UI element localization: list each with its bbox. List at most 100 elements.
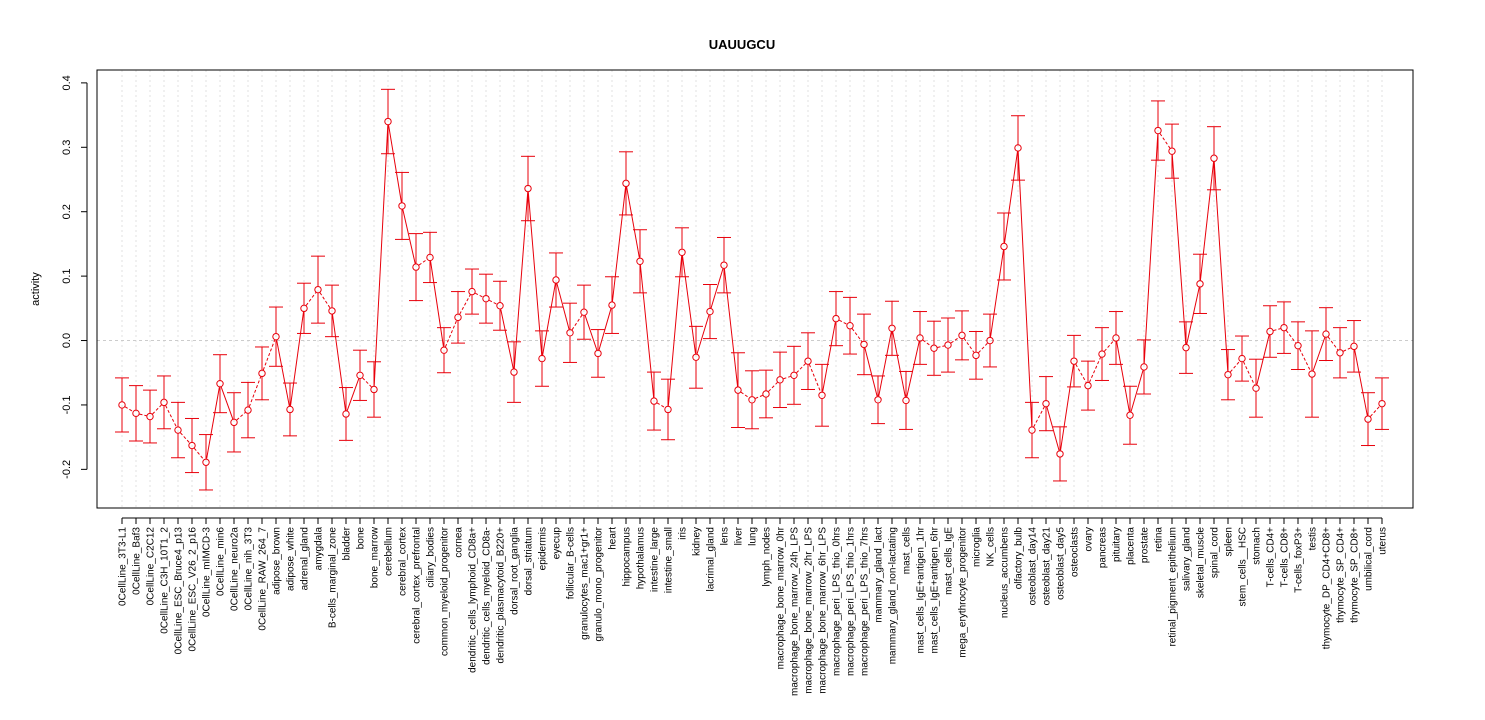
data-point: [944, 341, 952, 349]
data-point: [1294, 341, 1302, 350]
series-segment: [248, 376, 262, 407]
data-point: [244, 406, 252, 414]
series-segment: [500, 309, 514, 369]
series-segment: [922, 339, 932, 347]
data-point: [1378, 399, 1386, 408]
x-tick-label: bladder: [342, 526, 353, 560]
data-point: [1042, 399, 1050, 408]
series-segment: [180, 432, 190, 444]
series-segment: [430, 260, 444, 347]
series-segment: [1171, 154, 1187, 345]
series-segment: [1213, 161, 1229, 372]
data-point: [426, 253, 434, 262]
series-segment: [373, 125, 389, 386]
data-point: [1224, 370, 1232, 379]
x-tick-label: stomach: [1252, 527, 1263, 565]
data-point: [1280, 323, 1288, 332]
x-tick-label: 0CellLine_C2C12: [146, 527, 157, 606]
x-tick-label: 0CellLine_RAW_264_7: [258, 527, 269, 631]
series-segment: [276, 340, 290, 407]
y-tick-label: 0.2: [61, 204, 73, 219]
series-segment: [1243, 361, 1255, 386]
grid-layer: [97, 70, 1413, 508]
series-segment: [1285, 330, 1297, 344]
data-point: [258, 369, 266, 378]
series-segment: [584, 315, 598, 351]
series-segment: [1370, 405, 1380, 417]
x-tick-label: placenta: [1126, 527, 1137, 565]
data-point: [1154, 126, 1162, 135]
data-point: [720, 261, 728, 269]
data-point: [1182, 343, 1190, 352]
x-tick-label: osteoblast_day21: [1042, 527, 1053, 606]
x-tick-label: uterus: [1378, 527, 1389, 555]
series-segment: [1343, 347, 1351, 352]
x-tick-label: umbilical_cord: [1364, 527, 1375, 591]
data-point: [468, 287, 476, 296]
x-tick-label: 0CellLine_3T3-L1: [118, 527, 129, 606]
data-point: [328, 307, 336, 315]
x-tick-label: 0CellLine_mIMCD-3: [202, 527, 213, 617]
x-tick-label: 0CellLine_nih_3T3: [244, 527, 255, 611]
series-segment: [906, 341, 920, 398]
x-tick-label: 0CellLine_ESC_V26_2_p16: [188, 527, 199, 652]
data-point: [342, 410, 350, 418]
x-tick-label: dorsal_striatum: [524, 527, 535, 595]
x-tick-label: ovary: [1084, 527, 1095, 551]
x-tick-label: testis: [1308, 527, 1319, 550]
x-tick-label: 0CellLine_min6: [216, 527, 227, 596]
series-segment: [783, 375, 791, 380]
series-segment: [768, 382, 778, 392]
series-segment: [1299, 348, 1311, 372]
plot-frame: [96, 69, 1414, 509]
x-tick-label: 0CellLine_neuro2a: [230, 527, 241, 611]
x-tick-label: macrophage_peri_LPS_thio_7hrs: [860, 527, 871, 676]
x-tick-label: pituitary: [1112, 527, 1123, 562]
y-tick-label: -0.2: [61, 460, 73, 479]
series-segment: [656, 402, 666, 409]
x-tick-label: thymocyte_SP_CD8+: [1350, 527, 1361, 623]
x-tick-label: osteoclasts: [1070, 527, 1081, 577]
series-segment: [822, 322, 836, 392]
x-tick-label: dendritic_cells_lymphoid_CD8a+: [468, 527, 479, 673]
series-segment: [571, 314, 583, 331]
series-segment: [1075, 364, 1087, 383]
series-segment: [1116, 341, 1130, 412]
data-point: [1028, 426, 1036, 434]
data-point: [174, 426, 182, 434]
y-tick-label: 0.3: [61, 140, 73, 155]
x-tick-label: liver: [734, 526, 745, 545]
data-point: [972, 351, 980, 360]
data-point: [1350, 342, 1358, 351]
data-point: [216, 379, 224, 388]
series-segment: [1060, 364, 1074, 451]
x-tick-label: nucleus_accumbens: [1000, 527, 1011, 618]
data-point: [706, 307, 714, 316]
x-tick-label: macrophage_bone_marrow_2hr_LPS: [804, 527, 815, 694]
data-point: [496, 302, 504, 310]
data-point: [958, 331, 966, 340]
data-point: [454, 313, 462, 322]
series-segment: [963, 338, 975, 353]
series-segment: [864, 347, 878, 397]
x-tick-label: macrophage_bone_marrow_6hr_LPS: [818, 527, 829, 694]
y-tick-label: -0.1: [61, 395, 73, 414]
chart-title: UAUUGCU: [709, 37, 775, 52]
data-point: [790, 371, 798, 380]
data-point: [636, 257, 644, 266]
data-point: [230, 418, 238, 427]
x-tick-label: follicular_B-cells: [566, 527, 577, 599]
x-tick-label: heart: [608, 527, 619, 550]
series-segment: [319, 292, 331, 309]
data-point: [818, 391, 826, 399]
x-tick-label: bone: [356, 527, 367, 550]
series-segment: [527, 192, 543, 356]
x-tick-label: mast_cells_IgE+antigen_1hr: [916, 526, 927, 653]
x-tick-label: amygdala: [314, 527, 325, 571]
x-tick-label: stem_cells__HSC: [1238, 527, 1249, 606]
x-tick-label: mammary_gland_non-lactating: [888, 527, 899, 664]
x-tick-label: osteoblast_day14: [1028, 527, 1039, 606]
x-tick-label: T-cells_foxP3+: [1294, 527, 1305, 593]
x-tick-label: kidney: [692, 527, 703, 556]
series-segment: [124, 406, 134, 412]
